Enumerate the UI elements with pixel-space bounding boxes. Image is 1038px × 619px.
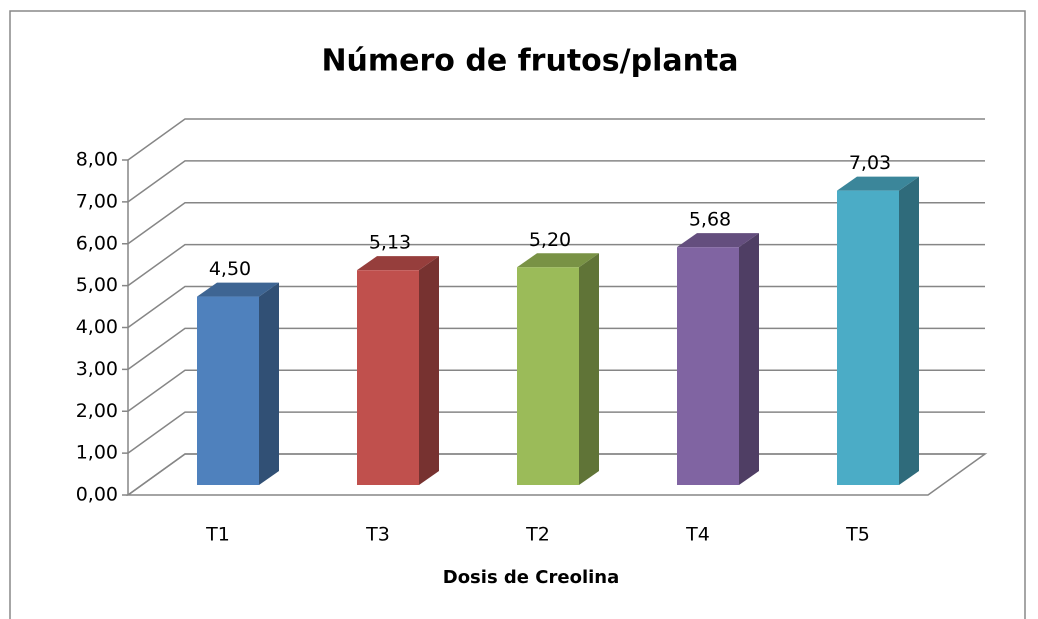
x-tick-label: T1 xyxy=(205,524,230,546)
bar-top xyxy=(357,256,439,271)
bar xyxy=(197,296,259,485)
bar-top xyxy=(517,253,599,268)
grid-line xyxy=(127,160,985,203)
y-tick-label: 5,00 xyxy=(76,274,118,296)
value-label: 4,50 xyxy=(209,258,251,280)
x-tick-label: T5 xyxy=(845,524,870,546)
x-tick-label: T4 xyxy=(685,524,710,546)
bar-top xyxy=(197,282,279,297)
bar-side xyxy=(419,256,439,485)
y-tick-label: 6,00 xyxy=(76,232,118,254)
grid-line xyxy=(127,202,985,245)
value-label: 5,20 xyxy=(529,229,571,251)
y-tick-label: 0,00 xyxy=(76,484,118,506)
value-label: 5,68 xyxy=(689,209,731,231)
grid-line xyxy=(127,118,985,161)
y-tick-label: 3,00 xyxy=(76,358,118,380)
y-tick-label: 7,00 xyxy=(76,190,118,212)
x-tick-label: T3 xyxy=(365,524,390,546)
bar-side xyxy=(739,233,759,485)
chart-title: Número de frutos/planta xyxy=(321,44,738,79)
y-tick-label: 8,00 xyxy=(76,149,118,171)
x-tick-label: T2 xyxy=(525,524,550,546)
bar-top xyxy=(677,233,759,248)
bar-side xyxy=(899,176,919,485)
y-tick-label: 4,00 xyxy=(76,316,118,338)
bar-side xyxy=(259,282,279,485)
bar xyxy=(517,267,579,485)
bar-side xyxy=(579,253,599,485)
value-label: 5,13 xyxy=(369,232,411,254)
bar xyxy=(677,247,739,485)
y-tick-label: 1,00 xyxy=(76,442,118,464)
value-label: 7,03 xyxy=(849,152,891,174)
x-axis-title: Dosis de Creolina xyxy=(443,567,620,588)
bar xyxy=(837,190,899,485)
bar-top xyxy=(837,176,919,191)
bar xyxy=(357,270,419,485)
y-tick-label: 2,00 xyxy=(76,400,118,422)
